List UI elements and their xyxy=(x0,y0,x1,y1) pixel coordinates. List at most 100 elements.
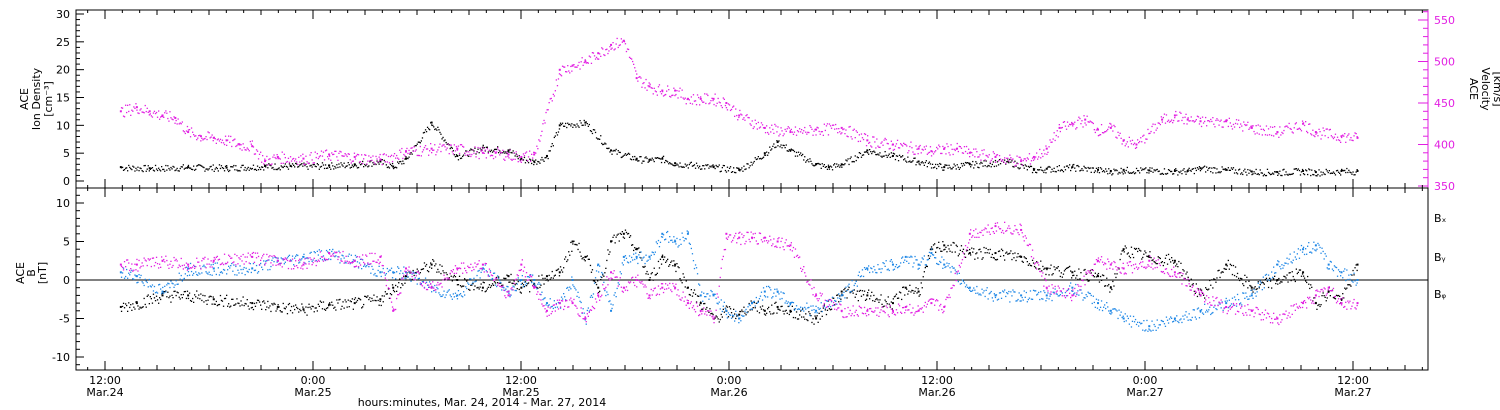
by-series-point xyxy=(1327,263,1330,266)
by-series-point xyxy=(520,279,523,281)
by-series-point xyxy=(1250,294,1253,297)
density-series-point xyxy=(738,168,741,171)
bz-series-point xyxy=(1340,302,1343,305)
by-series-point xyxy=(1199,309,1202,312)
bx-series-point xyxy=(584,255,587,258)
by-series-point xyxy=(930,252,933,255)
density-series-point xyxy=(1032,168,1035,171)
bx-series-point xyxy=(558,271,561,274)
density-series-point xyxy=(187,166,190,169)
bz-series-point xyxy=(302,263,305,266)
b-tick-label: 0 xyxy=(63,274,70,287)
x-tick-time-label: 0:00 xyxy=(717,374,742,387)
velocity-series-point xyxy=(943,147,946,150)
legend-entry-by: Bᵧ xyxy=(1434,251,1446,264)
velocity-tick-label: 550 xyxy=(1434,14,1455,27)
bx-series-point xyxy=(815,317,818,320)
velocity-series-point xyxy=(1340,135,1343,138)
velocity-series-point xyxy=(1020,160,1023,163)
bz-series-point xyxy=(674,286,677,289)
by-series-point xyxy=(738,317,741,320)
bz-series-point xyxy=(404,267,407,270)
by-series-point xyxy=(119,271,122,274)
bz-series-point xyxy=(917,309,920,312)
bx-series-point xyxy=(353,302,356,305)
by-series-point xyxy=(1045,294,1048,297)
velocity-series-point xyxy=(866,139,869,142)
by-series-point xyxy=(712,294,715,297)
velocity-series-point xyxy=(1135,143,1138,146)
time-x-axis: 12:00Mar.240:00Mar.2512:00Mar.250:00Mar.… xyxy=(86,10,1423,409)
bx-series-point xyxy=(1276,279,1279,281)
bx-series-point xyxy=(776,305,779,308)
velocity-series-point xyxy=(1045,147,1048,150)
velocity-series-point xyxy=(199,135,202,138)
density-series-point xyxy=(1276,171,1279,174)
density-tick-label: 0 xyxy=(63,175,70,188)
bx-series-point xyxy=(597,286,600,289)
density-tick-label: 5 xyxy=(63,147,70,160)
density-series-point xyxy=(1071,166,1074,169)
x-tick-time-label: 12:00 xyxy=(89,374,121,387)
velocity-axis-title-line1: ACE xyxy=(1467,78,1480,100)
velocity-series-point xyxy=(225,139,228,142)
velocity-series-point xyxy=(238,143,241,146)
velocity-series-point xyxy=(1032,155,1035,158)
bottom-panel-frame xyxy=(75,187,1429,371)
velocity-tick-label: 350 xyxy=(1434,180,1455,193)
bx-series-point xyxy=(1122,248,1125,251)
by-series-point xyxy=(597,263,600,266)
velocity-axis-title: ACE Velocity [km/s] xyxy=(1467,67,1500,111)
velocity-series-point xyxy=(738,114,741,117)
velocity-series-point xyxy=(610,43,613,46)
bx-series-point xyxy=(891,302,894,305)
velocity-series-point xyxy=(1071,122,1074,125)
bz-series-point xyxy=(1097,259,1100,262)
bx-series-point xyxy=(661,255,664,258)
bz-series-point xyxy=(1302,302,1305,305)
bz-series-point xyxy=(712,317,715,320)
velocity-series-point xyxy=(494,151,497,154)
bx-series-point xyxy=(404,275,407,278)
density-series-scatter xyxy=(120,119,1358,177)
bx-series-point xyxy=(763,309,766,312)
velocity-series-point xyxy=(302,157,305,160)
velocity-series-point xyxy=(1314,131,1317,134)
density-series-point xyxy=(712,166,715,169)
bz-series-point xyxy=(520,263,523,266)
by-series-point xyxy=(1097,302,1100,305)
bx-series-point xyxy=(161,294,164,297)
bz-series-point xyxy=(276,259,279,262)
bx-series-point xyxy=(738,313,741,316)
b-axis-title-line2: B xyxy=(25,269,38,277)
density-series-point xyxy=(533,160,536,163)
bz-series-point xyxy=(943,305,946,308)
density-series-point xyxy=(1314,171,1317,174)
velocity-series-point xyxy=(597,52,600,55)
bz-series-point xyxy=(1327,286,1330,289)
density-series-point xyxy=(866,149,869,152)
bz-series-point xyxy=(968,232,971,235)
bx-series-point xyxy=(456,279,459,281)
bx-series-point xyxy=(481,286,484,289)
by-series-scatter xyxy=(120,230,1358,332)
velocity-series-point xyxy=(456,147,459,150)
by-series-point xyxy=(968,286,971,289)
density-series-point xyxy=(353,163,356,166)
x-tick-time-label: 0:00 xyxy=(1133,374,1158,387)
velocity-series-point xyxy=(917,147,920,150)
b-axis-title-line1: ACE xyxy=(14,262,27,284)
bz-series-point xyxy=(1173,271,1176,274)
bx-series-point xyxy=(1225,263,1228,266)
bz-series-point xyxy=(1148,259,1151,262)
bx-series-point xyxy=(866,294,869,297)
by-series-point xyxy=(1122,317,1125,320)
bz-series-point xyxy=(456,267,459,270)
density-series-point xyxy=(584,121,587,124)
density-series-point xyxy=(119,166,122,169)
density-tick-label: 30 xyxy=(56,8,70,21)
x-tick-time-label: 12:00 xyxy=(921,374,953,387)
bx-series-point xyxy=(699,302,702,305)
